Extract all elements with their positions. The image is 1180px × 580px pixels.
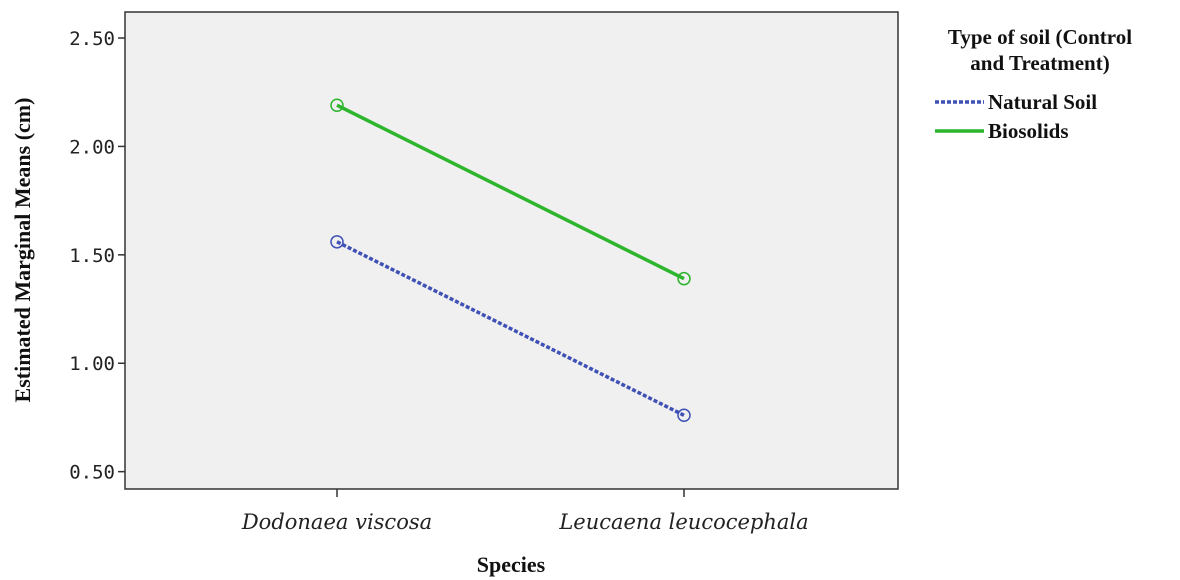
y-tick-label: 2.00 xyxy=(69,136,115,158)
y-axis-title: Estimated Marginal Means (cm) xyxy=(10,98,35,403)
legend: Type of soil (Control and Treatment) Nat… xyxy=(935,25,1132,143)
series-layer xyxy=(330,98,691,423)
legend-title-line-2: and Treatment) xyxy=(970,51,1109,75)
x-category-label: Dodonaea viscosa xyxy=(241,510,432,534)
y-axis-ticks: 0.50 1.00 1.50 2.00 2.50 xyxy=(69,28,125,484)
series-line-natural-soil xyxy=(336,240,685,417)
data-point-marker xyxy=(677,271,691,286)
y-tick-label: 2.50 xyxy=(69,28,115,50)
data-point-marker xyxy=(677,408,691,423)
legend-entries: Natural Soil Biosolids xyxy=(935,90,1097,143)
y-tick-label: 0.50 xyxy=(69,462,115,484)
series-line-biosolids xyxy=(336,103,685,281)
data-point-marker xyxy=(330,235,344,249)
x-category-label: Leucaena leucocephala xyxy=(558,510,808,534)
plot-area xyxy=(124,11,899,490)
data-point-marker xyxy=(330,98,344,112)
y-tick-label: 1.00 xyxy=(69,353,115,375)
legend-entry-label: Biosolids xyxy=(988,119,1069,143)
y-tick-label: 1.50 xyxy=(69,245,115,267)
x-axis-title: Species xyxy=(477,552,546,577)
legend-entry-label: Natural Soil xyxy=(988,90,1097,114)
legend-title-line-1: Type of soil (Control xyxy=(948,25,1132,49)
x-axis-ticks: Dodonaea viscosa Leucaena leucocephala xyxy=(241,489,809,534)
